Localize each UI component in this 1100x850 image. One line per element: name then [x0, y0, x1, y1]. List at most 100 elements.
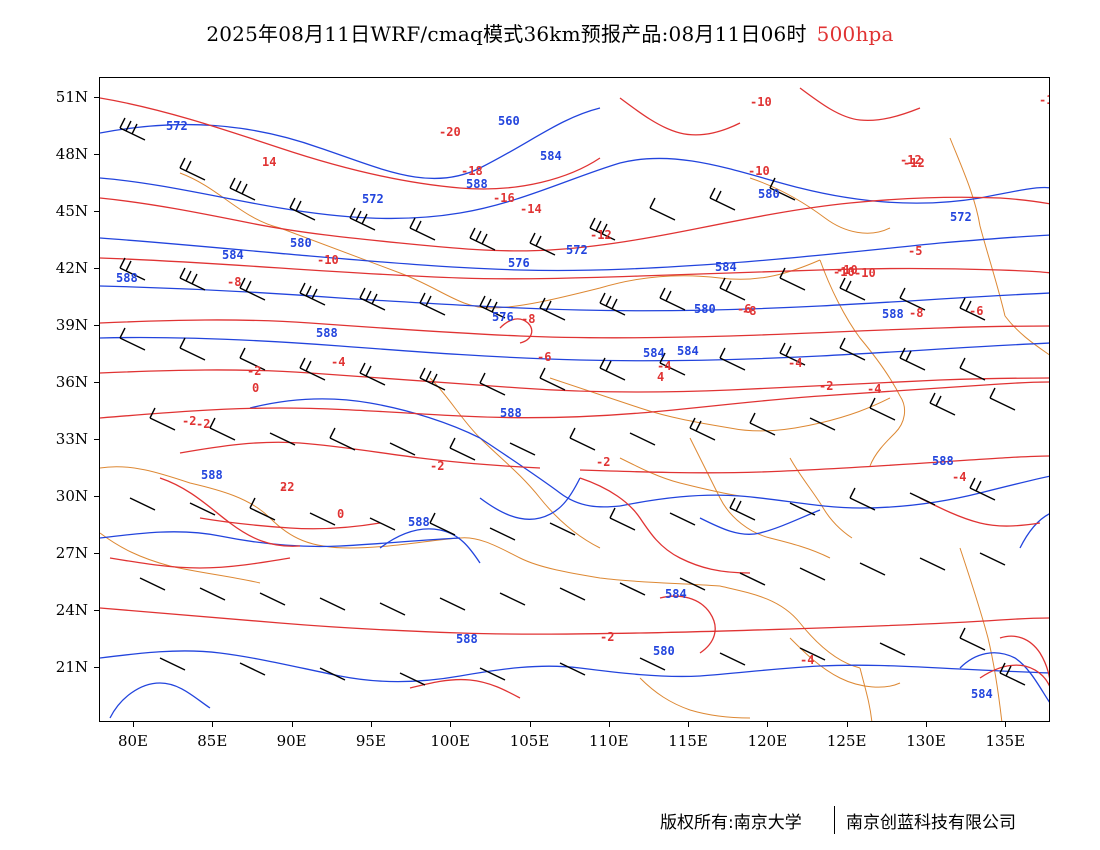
temperature-contour-label: -5 [908, 244, 922, 258]
lon-tick-mark [767, 721, 769, 727]
lon-tick-mark [529, 721, 531, 727]
height-contour-label: 588 [882, 307, 904, 321]
lat-tick-mark [94, 97, 100, 98]
temperature-contour-label: -4 [800, 653, 814, 667]
temperature-contour-label: 2 [280, 480, 287, 494]
lat-tick-mark [94, 439, 100, 440]
height-contour-label: 584 [540, 149, 562, 163]
wind-barbs [119, 117, 1026, 686]
lat-tick-label: 24N [55, 601, 88, 619]
copyright-text: 版权所有:南京大学 [660, 813, 802, 833]
lon-tick-mark [450, 721, 452, 727]
temperature-contour-label: 4 [657, 370, 664, 384]
temperature-contour-label: -6 [737, 302, 751, 316]
temperature-contour-label: -12 [903, 156, 925, 170]
lat-tick-mark [94, 211, 100, 212]
lat-tick-mark [94, 610, 100, 611]
lon-tick-label: 125E [826, 732, 867, 750]
temperature-contour-label: -10 [750, 95, 772, 109]
temperature-contour-label: -2 [430, 459, 444, 473]
lon-tick-label: 95E [355, 732, 386, 750]
lat-tick-label: 30N [55, 487, 88, 505]
lon-tick-label: 85E [197, 732, 228, 750]
lon-tick-label: 100E [430, 732, 470, 750]
lat-tick-mark [94, 268, 100, 269]
temperature-contour-label: -16 [493, 191, 515, 205]
temperature-contour-label: -4 [867, 382, 881, 396]
lat-tick-mark [94, 496, 100, 497]
temperature-contours [100, 87, 1049, 699]
height-contour-label: 580 [694, 302, 716, 316]
lat-tick-mark [94, 667, 100, 668]
lon-tick-mark [926, 721, 927, 727]
height-contour-label: 572 [566, 243, 588, 257]
temperature-contour-label: -6 [969, 304, 983, 318]
lon-tick-mark [133, 721, 134, 727]
height-contour-label: 584 [971, 687, 993, 701]
height-contour-label: 584 [643, 346, 665, 360]
temperature-contour-label: -18 [461, 164, 483, 178]
temperature-contour-label: -10 [748, 164, 770, 178]
height-contour-label: 576 [508, 256, 530, 270]
lat-tick-label: 51N [55, 88, 88, 106]
height-contour-label: 572 [950, 210, 972, 224]
temperature-contour-label: 0 [337, 507, 344, 521]
height-contour-label: 572 [362, 192, 384, 206]
height-contour-label: 576 [492, 310, 514, 324]
lat-tick-label: 42N [55, 259, 88, 277]
lat-tick-label: 36N [55, 373, 88, 391]
lon-tick-mark [688, 721, 690, 727]
temperature-contour-label: -10 [836, 263, 858, 277]
lon-tick-label: 115E [668, 732, 708, 750]
temperature-contour-label: -8 [521, 312, 535, 326]
temperature-contour-label: -12 [590, 228, 612, 242]
lon-tick-label: 90E [276, 732, 307, 750]
temperature-contour-label: -2 [819, 379, 833, 393]
temperature-contour-label: -10 [317, 253, 339, 267]
height-contour-label: 588 [201, 468, 223, 482]
lon-tick-label: 105E [509, 732, 550, 750]
temperature-contour-label: -2 [280, 480, 294, 494]
lat-tick-mark [94, 382, 100, 383]
lon-tick-mark [608, 721, 610, 727]
height-contour-label: 588 [932, 454, 954, 468]
temperature-contour-label: -2 [600, 630, 614, 644]
height-contour-label: 580 [290, 236, 312, 250]
temperature-contour-label: -4 [788, 356, 802, 370]
temperature-contour-label: -4 [331, 355, 345, 369]
geopotential-height-contours [100, 107, 1049, 719]
weather-map-canvas: 572 560 584 588 572 580 584 588 572 576 580 576 584 5… [100, 87, 1049, 721]
temperature-contour-label: -2 [596, 455, 610, 469]
lon-tick-label: 130E [906, 732, 946, 750]
temperature-contour-label: -4 [657, 359, 671, 373]
height-contour-label: 580 [758, 187, 780, 201]
temperature-contour-label: 14 [262, 155, 276, 169]
height-contour-label: 584 [677, 344, 699, 358]
height-contour-label: 588 [500, 406, 522, 420]
height-contour-label: 588 [116, 271, 138, 285]
map-title: 2025年08月11日WRF/cmaq模式36km预报产品:08月11日06时 5… [0, 18, 1100, 47]
height-contour-label: 584 [665, 587, 687, 601]
temperature-contour-label: -8 [909, 306, 923, 320]
height-contour-labels: 572 560 584 588 572 580 584 588 572 576 580 576 584 5… [116, 114, 993, 701]
lon-tick-mark [370, 721, 372, 727]
company-name: 南京创蓝科技有限公司 [846, 813, 1016, 833]
height-contour-label: 584 [715, 260, 737, 274]
lon-tick-mark [291, 721, 293, 727]
temperature-contour-label: -12 [900, 153, 922, 167]
lon-tick-mark [1005, 721, 1007, 727]
lon-tick-label: 80E [117, 732, 149, 750]
height-contour-label: 588 [456, 632, 478, 646]
weather-map-panel: 572 560 584 588 572 580 584 588 572 576 580 576 584 5… [99, 77, 1050, 722]
temperature-contour-label: -2 [247, 364, 261, 378]
lat-tick-mark [94, 325, 100, 326]
lat-tick-mark [94, 553, 100, 554]
temperature-contour-label: -14 [520, 202, 542, 216]
height-contour-label: 588 [316, 326, 338, 340]
temperature-contour-label: 0 [252, 381, 259, 395]
temperature-contour-label: -10 [854, 266, 876, 280]
title-text: 2025年08月11日WRF/cmaq模式36km预报产品:08月11日06时 [206, 22, 807, 46]
lon-tick-mark [212, 721, 214, 727]
lon-tick-mark [846, 721, 848, 727]
lon-tick-label: 110E [589, 732, 629, 750]
